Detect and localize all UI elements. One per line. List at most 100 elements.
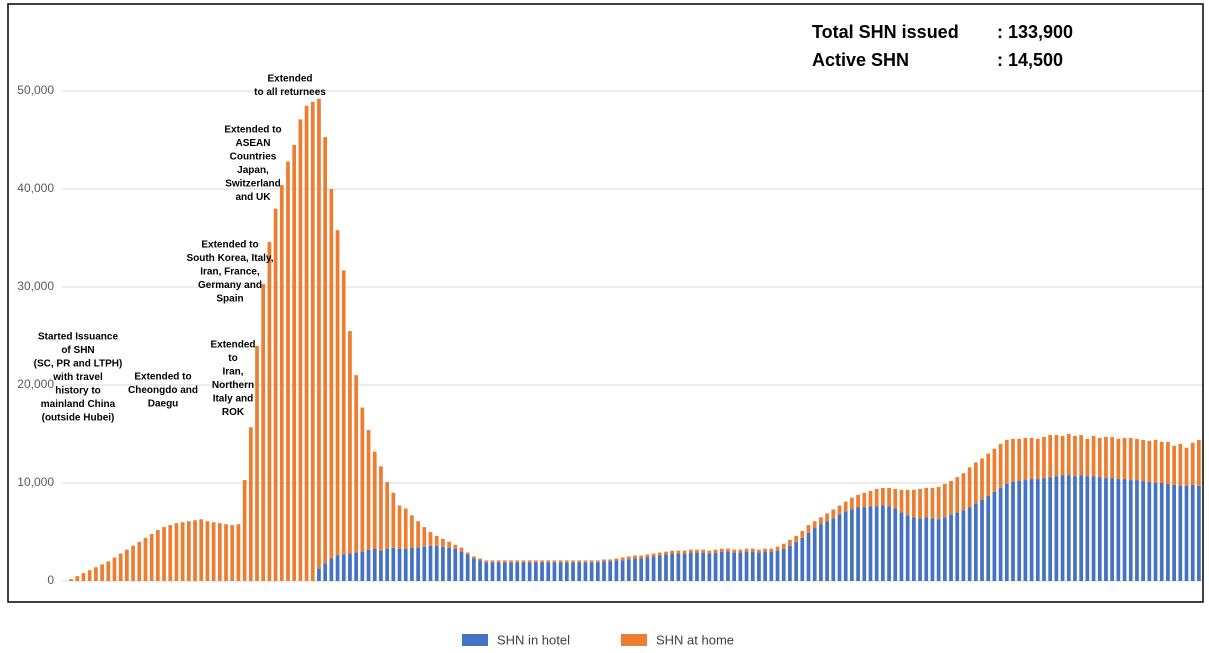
bar-segment bbox=[428, 545, 433, 581]
bar-segment bbox=[936, 519, 941, 581]
bar-segment bbox=[379, 466, 383, 551]
bar-segment bbox=[1048, 477, 1053, 581]
bar-segment bbox=[1147, 440, 1152, 483]
bar-segment bbox=[1122, 437, 1127, 480]
bar-segment bbox=[1085, 438, 1090, 477]
bar-segment bbox=[236, 524, 241, 581]
bar-segment bbox=[1141, 481, 1145, 581]
annotation: Extended bbox=[267, 74, 312, 85]
annotation: to bbox=[228, 353, 237, 364]
bar-segment bbox=[484, 560, 489, 563]
bar-segment bbox=[918, 488, 922, 519]
bar-segment bbox=[1066, 434, 1071, 476]
bar-segment bbox=[942, 517, 947, 581]
bar-segment bbox=[1042, 478, 1046, 581]
bar-segment bbox=[1097, 437, 1102, 478]
bar-segment bbox=[973, 503, 978, 581]
bar-segment bbox=[478, 560, 482, 581]
annotation: Switzerland bbox=[225, 179, 281, 190]
bar-segment bbox=[1091, 435, 1096, 477]
bar-segment bbox=[1135, 438, 1139, 481]
bar-segment bbox=[224, 524, 228, 581]
y-tick-label: 0 bbox=[47, 573, 54, 587]
bar-segment bbox=[131, 545, 135, 581]
bar-segment bbox=[726, 548, 730, 552]
bar-segment bbox=[1079, 434, 1084, 476]
bar-segment bbox=[403, 548, 408, 581]
bar-segment bbox=[837, 505, 842, 515]
bar-segment bbox=[639, 555, 644, 559]
bar-segment bbox=[800, 537, 805, 581]
bar-segment bbox=[794, 535, 798, 542]
bar-segment bbox=[893, 488, 898, 509]
bar-segment bbox=[961, 510, 966, 581]
y-tick-label: 10,000 bbox=[17, 475, 54, 489]
bar-segment bbox=[385, 482, 389, 549]
bar-segment bbox=[1166, 441, 1170, 484]
bar-segment bbox=[614, 558, 619, 561]
bar-segment bbox=[527, 560, 532, 563]
annotation: with travel bbox=[52, 372, 103, 383]
annotation: to all returnees bbox=[254, 87, 326, 98]
annotation: Northern bbox=[212, 380, 254, 391]
bar-segment bbox=[515, 562, 520, 581]
bar-segment bbox=[521, 562, 526, 581]
bar-segment bbox=[143, 537, 148, 581]
bar-segment bbox=[273, 208, 278, 581]
bar-segment bbox=[788, 545, 792, 581]
bar-segment bbox=[1172, 445, 1176, 485]
bar-segment bbox=[1184, 447, 1189, 486]
bar-segment bbox=[410, 547, 414, 581]
bar-segment bbox=[980, 499, 984, 581]
bar-segment bbox=[1079, 475, 1084, 581]
bar-segment bbox=[874, 488, 879, 507]
bar-segment bbox=[149, 533, 154, 581]
bar-segment bbox=[819, 517, 823, 525]
bar-segment bbox=[775, 550, 780, 581]
annotation: Countries bbox=[230, 152, 277, 163]
bar-segment bbox=[335, 230, 340, 556]
bar-segment bbox=[986, 495, 991, 581]
y-tick-label: 50,000 bbox=[17, 83, 54, 97]
bar-segment bbox=[633, 555, 637, 559]
bar-segment bbox=[360, 407, 365, 552]
annotation: Cheongdo and bbox=[128, 385, 198, 396]
stat-value: : 133,900 bbox=[997, 22, 1073, 42]
annotation: ASEAN bbox=[235, 138, 270, 149]
bar-segment bbox=[1023, 437, 1028, 481]
annotation: Extended to bbox=[224, 125, 281, 136]
annotation: Iran, France, bbox=[200, 267, 260, 278]
bar-segment bbox=[1153, 483, 1158, 581]
bar-segment bbox=[620, 557, 625, 561]
bar-segment bbox=[825, 521, 829, 581]
bar-segment bbox=[248, 427, 253, 581]
bar-segment bbox=[416, 521, 420, 548]
bar-segment bbox=[341, 554, 346, 581]
bar-segment bbox=[707, 553, 712, 581]
bar-segment bbox=[1085, 476, 1090, 581]
bar-segment bbox=[738, 549, 743, 553]
bar-segment bbox=[242, 480, 247, 581]
bar-segment bbox=[1023, 480, 1028, 581]
bar-segment bbox=[1128, 437, 1133, 481]
bar-segment bbox=[1104, 436, 1108, 479]
legend-label: SHN in hotel bbox=[497, 632, 570, 647]
bar-segment bbox=[936, 486, 941, 520]
bar-segment bbox=[360, 551, 365, 581]
bar-segment bbox=[670, 553, 675, 581]
y-tick-label: 30,000 bbox=[17, 279, 54, 293]
bar-segment bbox=[657, 555, 662, 581]
bar-segment bbox=[800, 531, 805, 538]
bar-segment bbox=[881, 487, 885, 506]
bar-segment bbox=[168, 525, 173, 581]
bar-segment bbox=[602, 559, 606, 562]
bar-segment bbox=[887, 506, 891, 581]
bar-segment bbox=[478, 558, 482, 561]
bar-segment bbox=[1190, 442, 1195, 485]
bar-segment bbox=[1042, 436, 1046, 479]
bar-segment bbox=[942, 483, 947, 518]
bar-segment bbox=[769, 548, 774, 552]
bar-segment bbox=[949, 481, 953, 515]
bar-segment bbox=[434, 535, 439, 546]
bar-segment bbox=[905, 489, 910, 516]
